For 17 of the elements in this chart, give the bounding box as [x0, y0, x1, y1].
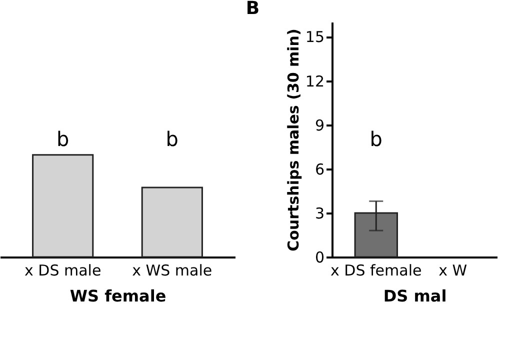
text: b — [56, 127, 70, 151]
x-tick-label: x DS female — [330, 262, 422, 280]
annotation: b — [370, 127, 382, 151]
x-axis-title: DS mal — [383, 286, 447, 306]
x-axis-title: WS female — [70, 286, 166, 306]
text: b — [166, 127, 179, 151]
y-tick-label: 6 — [314, 160, 324, 178]
x-tick-label: x DS male — [24, 262, 102, 280]
x-tick-label: x W — [438, 262, 468, 280]
y-tick-label: 3 — [314, 204, 324, 222]
chart-title: B — [246, 0, 260, 19]
y-tick-label: 9 — [314, 116, 324, 134]
y-tick-label: 12 — [305, 72, 324, 90]
x-tick-label: x WS male — [132, 262, 212, 280]
y-tick-label: 0 — [314, 248, 324, 266]
y-axis-title: Courtships males (30 min) — [284, 28, 302, 252]
y-tick-label: 15 — [305, 28, 324, 46]
